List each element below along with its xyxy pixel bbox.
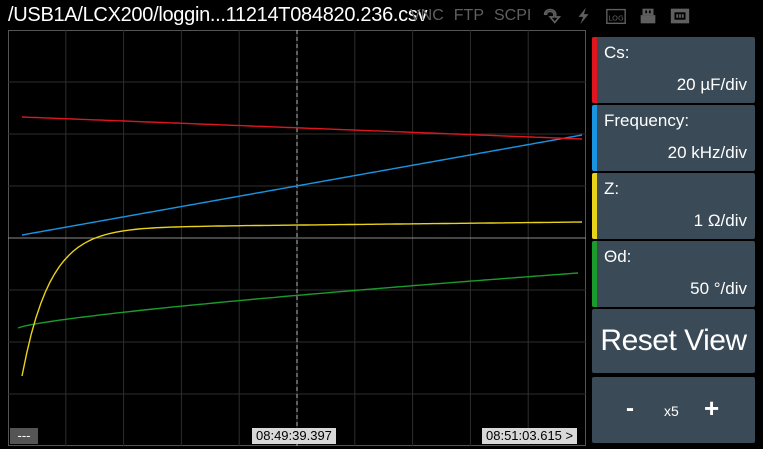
trace-cs[interactable]: Cs: 20 µF/div (592, 37, 755, 103)
trace-theta-d-line (17, 272, 579, 329)
trace-color-stripe (592, 241, 597, 307)
trace-color-stripe (592, 37, 597, 103)
trace-scale: 20 kHz/div (667, 143, 747, 162)
trace-name: Cs: (604, 43, 630, 62)
waveform-plot[interactable] (8, 30, 586, 446)
network-icon (669, 6, 691, 26)
scpi-status: SCPI (494, 7, 532, 24)
trace-name: Θd: (604, 247, 632, 266)
trace-z[interactable]: Z: 1 Ω/div (592, 173, 755, 239)
zoom-control: - x5 + (592, 377, 755, 443)
more-button[interactable]: --- (10, 428, 38, 444)
trace-z-line (21, 221, 583, 377)
vnc-status: VNC (410, 7, 444, 24)
ftp-status: FTP (453, 7, 484, 24)
zoom-out-button[interactable]: - (626, 395, 634, 422)
trace-name: Frequency: (604, 111, 690, 130)
top-bar: /USB1A/LCX200/loggin...11214T084820.236.… (0, 0, 763, 30)
trace-theta-d[interactable]: Θd: 50 °/div (592, 241, 755, 307)
usb-icon (637, 6, 659, 26)
trace-scale: 20 µF/div (676, 75, 747, 94)
trace-color-stripe (592, 105, 597, 171)
cursor-time-label: 08:49:39.397 (252, 428, 336, 444)
end-time-label[interactable]: 08:51:03.615 > (482, 428, 578, 444)
zoom-in-button[interactable]: + (704, 393, 720, 423)
zoom-level: x5 (664, 403, 679, 419)
trace-name: Z: (604, 179, 620, 198)
log-icon: LOG (605, 6, 627, 26)
trace-frequency[interactable]: Frequency: 20 kHz/div (592, 105, 755, 171)
file-path: /USB1A/LCX200/loggin...11214T084820.236.… (8, 4, 428, 26)
reset-view-button[interactable]: Reset View (592, 309, 755, 373)
trace-frequency-line (21, 134, 583, 236)
svg-text:LOG: LOG (609, 14, 625, 23)
trace-scale: 50 °/div (690, 279, 747, 298)
trace-scale: 1 Ω/div (693, 211, 747, 230)
trace-color-stripe (592, 173, 597, 239)
trace-cs-line (21, 116, 583, 140)
loop-icon (541, 6, 563, 26)
status-indicators: VNC FTP SCPI LOG (410, 6, 691, 26)
lightning-icon (573, 6, 595, 26)
